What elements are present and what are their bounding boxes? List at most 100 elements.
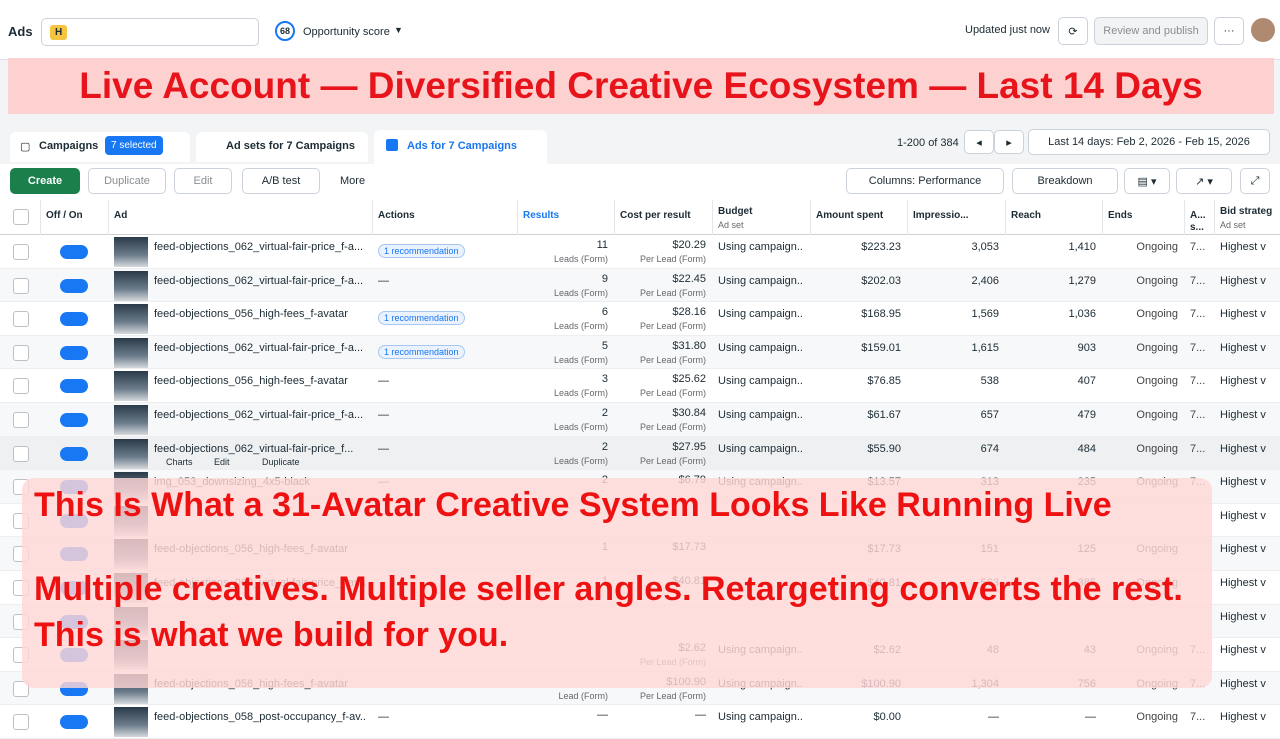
column-header[interactable]: Bid strateg (1220, 206, 1273, 217)
column-header[interactable]: A... s... (1190, 210, 1206, 233)
overlay-headline: This Is What a 31-Avatar Creative System… (34, 486, 1112, 524)
checkbox[interactable] (13, 445, 29, 462)
ad-name[interactable]: feed-objections_056_high-fees_f-avatar (154, 375, 348, 388)
budget-cell: Using campaign... (718, 375, 804, 388)
next-page[interactable]: ▸ (994, 130, 1024, 154)
checkbox[interactable] (13, 714, 29, 731)
prev-page[interactable]: ◂ (964, 130, 994, 154)
export-button[interactable]: ↗ ▾ (1176, 168, 1232, 194)
tab-campaigns[interactable] (10, 132, 190, 162)
impressions-cell: 2,406 (971, 274, 999, 287)
bid-cell: Highest v (1220, 644, 1266, 657)
reach-cell: 484 (1077, 442, 1096, 455)
tab-label[interactable]: Ad sets for 7 Campaigns (226, 140, 355, 152)
action-cell[interactable]: — (378, 274, 389, 287)
toggle[interactable] (60, 379, 88, 394)
selected-chip[interactable]: 7 selected (105, 136, 163, 155)
cost-subtext: Per Lead (Form) (639, 455, 706, 466)
more-button[interactable]: ··· (1214, 17, 1244, 45)
column-header[interactable]: Ad (114, 210, 128, 221)
overlay-banner: Live Account — Diversified Creative Ecos… (8, 58, 1274, 114)
column-header[interactable]: Reach (1011, 210, 1042, 221)
toggle[interactable] (60, 245, 88, 259)
duplicate-button[interactable]: Duplicate (88, 168, 166, 194)
cost-subtext: Per Lead (Form) (639, 422, 706, 432)
columns-button[interactable]: Columns: Performance (846, 168, 1004, 194)
table-row (0, 436, 1280, 471)
create-button[interactable]: Create (10, 168, 80, 194)
tab-adsets[interactable] (196, 132, 368, 162)
results-cell: 2 (601, 440, 608, 453)
column-header[interactable]: Impressio... (913, 210, 969, 221)
budget-cell: Using campaign... (718, 711, 804, 724)
toggle[interactable] (60, 413, 88, 427)
column-header[interactable]: Results (523, 210, 560, 221)
tab-label[interactable]: Campaigns (39, 140, 99, 152)
cost-subtext: Per Lead (Form) (639, 690, 706, 701)
spent-cell: $0.00 (873, 711, 901, 724)
action-cell[interactable]: — (378, 711, 389, 724)
ab-test-button[interactable]: A/B test (242, 168, 320, 194)
impressions-cell: 674 (980, 442, 999, 455)
bid-cell: Highest v (1220, 442, 1266, 455)
checkbox[interactable] (13, 412, 29, 428)
tab-label[interactable]: Ads for 7 Campaigns (407, 140, 518, 152)
edit-button[interactable]: Edit (174, 168, 232, 194)
results-subtext: Leads (Form) (553, 287, 608, 298)
cost-subtext: Per Lead (Form) (639, 321, 706, 332)
action-cell[interactable]: 1 recommendation (378, 344, 465, 359)
checkbox[interactable] (13, 311, 29, 328)
row-action-link[interactable]: Charts (166, 456, 193, 467)
column-header[interactable]: Amount spent (816, 210, 884, 221)
tab-ads[interactable] (374, 130, 547, 164)
action-cell[interactable]: — (378, 409, 389, 421)
charts-button[interactable]: ⤢ (1240, 168, 1270, 194)
column-header[interactable]: Off / On (46, 210, 83, 221)
impressions-cell: 538 (980, 375, 999, 388)
column-header[interactable]: Actions (378, 210, 415, 221)
action-cell[interactable]: 1 recommendation (378, 244, 465, 258)
ad-name[interactable]: feed-objections_058_post-occupancy_f-av.… (154, 711, 366, 724)
spent-cell: $168.95 (861, 308, 901, 321)
attr-cell: 7... (1190, 241, 1206, 253)
more-menu[interactable]: More (340, 175, 366, 187)
ad-name[interactable]: feed-objections_062_virtual-fair-price_f… (154, 409, 364, 421)
action-cell[interactable]: 1 recommendation (378, 311, 465, 326)
checkbox[interactable] (13, 244, 29, 260)
refresh-button[interactable]: ⟳ (1058, 17, 1088, 45)
ends-cell: Ongoing (1136, 409, 1178, 421)
checkbox[interactable] (13, 209, 29, 225)
checkbox[interactable] (13, 378, 29, 395)
ad-name[interactable]: feed-objections_062_virtual-fair-price_f… (154, 241, 364, 253)
toggle[interactable] (60, 446, 88, 461)
row-action-link[interactable]: Edit (214, 456, 230, 467)
ad-name[interactable]: feed-objections_062_virtual-fair-price_f… (154, 341, 364, 354)
score-label[interactable]: Opportunity score (303, 26, 390, 38)
date-picker[interactable]: Last 14 days: Feb 2, 2026 - Feb 15, 2026 (1028, 129, 1270, 155)
row-action-link[interactable]: Duplicate (262, 456, 300, 467)
spent-cell: $55.90 (867, 442, 901, 455)
column-header[interactable]: Budget (718, 206, 753, 217)
action-cell[interactable]: — (378, 375, 389, 388)
ad-name[interactable]: feed-objections_056_high-fees_f-avatar (154, 308, 348, 321)
reach-cell: 1,410 (1068, 241, 1096, 253)
column-header[interactable]: Ends (1108, 210, 1133, 221)
ends-cell: Ongoing (1136, 308, 1178, 321)
ad-name[interactable]: feed-objections_062_virtual-fair-price_f… (154, 442, 354, 455)
reports-button[interactable]: ▤ ▾ (1124, 168, 1170, 194)
table-row (0, 268, 1280, 303)
column-header[interactable]: Cost per result (620, 210, 691, 221)
toggle[interactable] (60, 345, 88, 360)
action-cell[interactable]: — (378, 442, 389, 455)
toggle[interactable] (60, 278, 88, 293)
breakdown-button[interactable]: Breakdown (1012, 168, 1118, 194)
ad-name[interactable]: feed-objections_062_virtual-fair-price_f… (154, 274, 364, 287)
avatar[interactable] (1251, 18, 1275, 42)
checkbox[interactable] (13, 277, 29, 294)
publish-button[interactable]: Review and publish (1094, 17, 1208, 45)
toggle[interactable] (60, 312, 88, 327)
toggle[interactable] (60, 715, 88, 730)
checkbox[interactable] (13, 344, 29, 361)
account-selector[interactable]: H (41, 18, 259, 46)
cost-cell: $20.29 (672, 239, 706, 251)
